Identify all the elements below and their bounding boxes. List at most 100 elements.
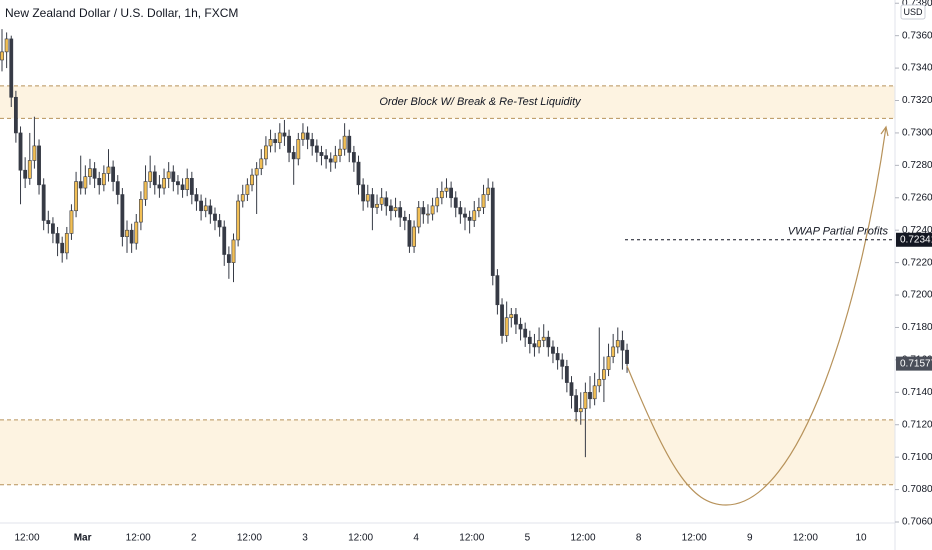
candle-body xyxy=(578,408,583,413)
candle-body xyxy=(574,395,579,413)
candle-body xyxy=(601,369,606,380)
candle-body xyxy=(569,382,574,396)
candle-body xyxy=(347,135,352,153)
x-tick-label: 12:00 xyxy=(682,533,707,544)
candle-body xyxy=(37,145,41,186)
candle-body xyxy=(504,317,509,336)
candle-body xyxy=(273,139,278,143)
candle-body xyxy=(412,226,416,247)
candle-body xyxy=(537,340,541,348)
candle-body xyxy=(301,132,305,140)
candle-body xyxy=(120,194,125,237)
candle-body xyxy=(282,132,287,137)
x-tick-label: 2 xyxy=(191,533,197,544)
candle-body xyxy=(60,242,65,254)
candle-body xyxy=(439,190,444,199)
candle-body xyxy=(97,178,102,186)
candle-body xyxy=(449,187,454,199)
candle-body xyxy=(370,194,375,208)
candle-body xyxy=(240,194,245,202)
x-tick-label: 10 xyxy=(855,533,867,544)
x-tick-label: 12:00 xyxy=(126,533,151,544)
projection-curve xyxy=(626,126,887,506)
candle-body xyxy=(83,176,88,189)
candle-body xyxy=(324,155,329,160)
candle-body xyxy=(208,205,213,215)
last-price-badge xyxy=(896,356,932,371)
candle-body xyxy=(560,359,565,367)
candle-body xyxy=(476,207,481,212)
candle-body xyxy=(481,194,486,208)
candle-body xyxy=(328,158,333,163)
candle-body xyxy=(532,343,537,348)
candle-body xyxy=(518,323,523,330)
candle-body xyxy=(51,223,55,234)
candle-body xyxy=(615,340,620,348)
vwap-label: VWAP Partial Profits xyxy=(788,226,889,238)
candle-body xyxy=(611,346,616,357)
candle-body xyxy=(296,139,301,160)
candle-body xyxy=(268,139,273,147)
title-bg xyxy=(0,3,300,23)
candle-body xyxy=(189,178,194,195)
candle-body xyxy=(64,233,69,254)
x-tick-label: 12:00 xyxy=(459,533,484,544)
candle-body xyxy=(416,207,421,228)
candle-body xyxy=(592,385,597,400)
candle-body xyxy=(106,166,111,174)
candle-body xyxy=(444,187,449,192)
chart-title: New Zealand Dollar / U.S. Dollar, 1h, FX… xyxy=(5,6,238,20)
candle-body xyxy=(495,275,500,306)
candle-body xyxy=(4,38,9,53)
candle-body xyxy=(597,379,602,387)
candle-body xyxy=(0,51,4,61)
candle-body xyxy=(185,178,190,190)
candle-body xyxy=(421,207,426,215)
x-tick-label: 8 xyxy=(636,533,642,544)
candle-body xyxy=(379,197,384,205)
candle-body xyxy=(583,392,588,409)
candle-body xyxy=(226,254,231,263)
candle-body xyxy=(143,181,148,200)
candle-body xyxy=(564,366,569,383)
candle-body xyxy=(115,181,120,195)
zone xyxy=(0,419,895,485)
candle-body xyxy=(625,349,629,364)
candle-body xyxy=(245,184,250,195)
candle-body xyxy=(259,158,264,169)
candle-body xyxy=(514,314,518,325)
x-tick-label: 12:00 xyxy=(793,533,818,544)
candle-body xyxy=(458,207,463,215)
candle-body xyxy=(407,220,412,247)
candle-body xyxy=(9,38,14,98)
candle-body xyxy=(527,336,532,344)
x-tick-label: 3 xyxy=(302,533,308,544)
candle-body xyxy=(134,221,139,244)
candle-body xyxy=(314,145,319,153)
currency: USD xyxy=(903,7,923,17)
candle-body xyxy=(467,216,472,221)
candle-body xyxy=(139,199,143,223)
candle-body xyxy=(13,96,18,134)
candle-body xyxy=(490,187,495,276)
candle-body xyxy=(606,356,611,370)
candle-body xyxy=(264,145,268,160)
candle-body xyxy=(435,197,440,207)
candle-body xyxy=(523,328,528,338)
zone-label: Order Block W/ Break & Re-Test Liquidity xyxy=(379,96,582,108)
x-tick-label: 12:00 xyxy=(237,533,262,544)
candle-body xyxy=(287,135,291,153)
candle-body xyxy=(426,213,430,216)
candle-body xyxy=(588,392,592,400)
candle-body xyxy=(203,205,208,212)
